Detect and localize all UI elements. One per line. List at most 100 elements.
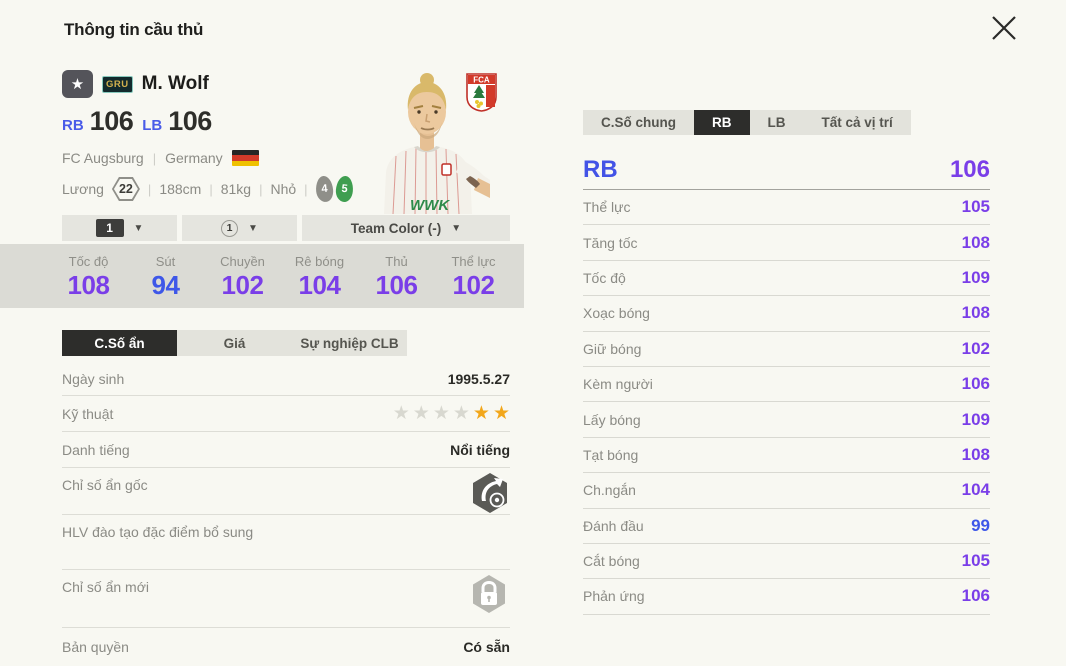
hidden-stats-section: Ngày sinh 1995.5.27 Kỹ thuật ★ ★ ★ ★ ★ ★ Danh… — [62, 362, 510, 666]
position-stat-tab[interactable]: RB — [694, 110, 750, 135]
skill-stars: ★ ★ ★ ★ ★ ★ — [393, 404, 510, 423]
grade-value: 1 — [221, 219, 239, 237]
close-icon — [992, 16, 1016, 40]
player-name-row: ★ GRU M. Wolf — [62, 70, 209, 98]
stat-label: Sút — [155, 253, 176, 269]
star-filled-icon: ★ — [472, 403, 490, 424]
position-label: RB — [62, 117, 84, 134]
stat-value: 106 — [375, 269, 418, 300]
stat-label: Tốc độ — [583, 269, 626, 286]
stat-value: 99 — [971, 515, 990, 535]
stat-label: Ch.ngắn — [583, 482, 636, 499]
stat-value: 102 — [961, 338, 990, 358]
player-name: M. Wolf — [141, 73, 209, 94]
strong-foot-icon: 5 — [334, 175, 354, 203]
birthdate-row: Ngày sinh 1995.5.27 — [62, 362, 510, 396]
stat-value: 108 — [961, 303, 990, 323]
level-value: 1 — [95, 219, 124, 237]
divider: | — [304, 181, 308, 197]
row-label: Chỉ số ẩn gốc — [62, 477, 148, 493]
jersey-sponsor-text: WWK — [410, 197, 450, 214]
position-stat-tab[interactable]: LB — [749, 110, 804, 135]
info-tabs: C.Số ẩn Giá Sự nghiệp CLB — [62, 330, 407, 356]
stat-value: 104 — [298, 269, 341, 300]
detail-stat-row: Lấy bóng 109 — [583, 402, 990, 438]
germany-flag-icon — [231, 150, 259, 166]
row-value: 1995.5.27 — [447, 370, 510, 387]
summary-stat: Sút 94 — [127, 244, 204, 308]
position-rating: 106 — [168, 106, 212, 136]
salary-label: Lương — [62, 181, 104, 197]
detail-stat-row: Giữ bóng 102 — [583, 332, 990, 367]
detail-stats-list: Thể lực 105 Tăng tốc 108 Tốc độ 109 Xoạc… — [583, 190, 990, 615]
summary-stat: Tốc độ 108 — [50, 244, 127, 308]
position-header-label: RB — [583, 155, 618, 183]
row-label: Kỹ thuật — [62, 405, 114, 422]
grade-dropdown[interactable]: 1 ▼ — [182, 215, 297, 241]
position-stat-tab[interactable]: Tất cả vị trí — [803, 110, 911, 135]
stat-label: Thể lực — [451, 253, 496, 269]
summary-stat: Chuyền 102 — [204, 244, 281, 308]
summary-stat: Thể lực 102 — [435, 244, 512, 308]
stat-value: 109 — [961, 267, 990, 287]
detail-stat-row: Tăng tốc 108 — [583, 225, 990, 261]
detail-stat-row: Cắt bóng 105 — [583, 544, 990, 580]
detail-stat-row: Kèm người 106 — [583, 367, 990, 403]
divider: | — [147, 181, 152, 197]
stat-value: 104 — [961, 480, 990, 500]
info-tab[interactable]: Sự nghiệp CLB — [292, 330, 407, 356]
stat-label: Đánh đầu — [583, 517, 644, 534]
stat-value: 102 — [221, 269, 264, 300]
stat-value: 105 — [961, 197, 990, 217]
divider: | — [209, 181, 213, 197]
position-rating: 106 — [89, 106, 134, 136]
star-empty-icon: ★ — [452, 403, 470, 424]
info-tab[interactable]: Giá — [177, 330, 292, 356]
stat-value: 108 — [961, 232, 990, 252]
detail-stat-row: Xoạc bóng 108 — [583, 296, 990, 332]
stat-value: 108 — [67, 269, 110, 300]
star-icon: ★ — [70, 76, 85, 93]
skill-moves-row: Kỹ thuật ★ ★ ★ ★ ★ ★ — [62, 396, 510, 432]
page-title: Thông tin cầu thủ — [64, 20, 204, 39]
stat-label: Lấy bóng — [583, 411, 641, 428]
star-empty-icon: ★ — [392, 403, 410, 424]
level-dropdown[interactable]: 1 ▼ — [62, 215, 177, 241]
favorite-star-button[interactable]: ★ — [62, 70, 93, 98]
star-empty-icon: ★ — [412, 403, 430, 424]
position-stat-tabs: C.Số chung RB LB Tất cả vị trí — [583, 110, 911, 135]
team-color-dropdown[interactable]: Team Color (-) ▼ — [302, 215, 510, 241]
hidden-stat-new-row: Chỉ số ẩn mới — [62, 570, 510, 628]
coach-trait-row: HLV đào tạo đặc điểm bổ sung — [62, 515, 510, 570]
player-photo: WWK — [366, 60, 490, 215]
divider: | — [259, 181, 263, 197]
hidden-stat-origin-row: Chỉ số ẩn gốc — [62, 468, 510, 515]
row-label: Chỉ số ẩn mới — [62, 579, 149, 595]
club-name: FC Augsburg — [62, 150, 144, 166]
club-crest-icon: FCA — [466, 73, 497, 112]
grade-badge: GRU — [102, 75, 133, 93]
stat-label: Tăng tốc — [583, 234, 638, 251]
stat-value: 106 — [961, 374, 990, 394]
license-row: Bản quyền Có sẵn — [62, 628, 510, 666]
stat-label: Thể lực — [583, 199, 631, 216]
position-label: LB — [142, 117, 163, 134]
club-nation-row: FC Augsburg | Germany — [62, 150, 259, 166]
summary-stat: Rê bóng 104 — [281, 244, 358, 308]
row-label: HLV đào tạo đặc điểm bổ sung — [62, 524, 254, 540]
stat-value: 108 — [961, 444, 990, 464]
row-value: Có sẵn — [463, 639, 510, 655]
club-crest-text: FCA — [473, 76, 490, 85]
stat-label: Thủ — [385, 253, 408, 269]
detail-stat-row: Tạt bóng 108 — [583, 438, 990, 474]
stat-label: Chuyền — [220, 253, 265, 269]
close-button[interactable] — [986, 10, 1022, 46]
stat-value: 102 — [452, 269, 495, 300]
position-stat-tab[interactable]: C.Số chung — [583, 110, 694, 135]
chevron-down-icon: ▼ — [248, 222, 258, 234]
stat-label: Kèm người — [583, 376, 653, 393]
stat-label: Rê bóng — [294, 253, 345, 269]
detail-stat-row: Thể lực 105 — [583, 190, 990, 226]
stat-label: Phản ứng — [583, 588, 645, 605]
info-tab[interactable]: C.Số ẩn — [62, 330, 177, 356]
